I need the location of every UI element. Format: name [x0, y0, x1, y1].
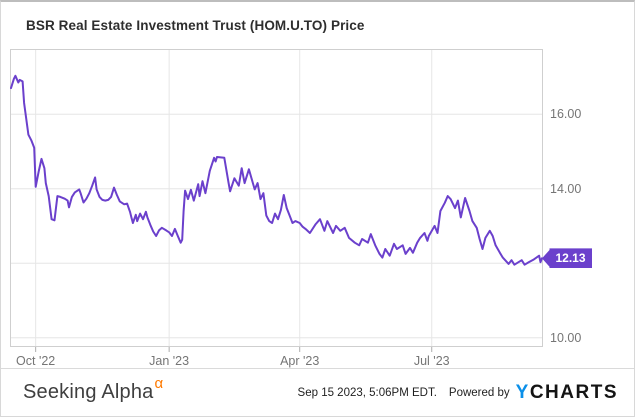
- alpha-symbol-icon: α: [154, 375, 164, 392]
- chart-title: BSR Real Estate Investment Trust (HOM.U.…: [26, 18, 365, 33]
- x-axis-label: Oct '22: [16, 354, 56, 368]
- ycharts-y-icon: Y: [515, 381, 530, 403]
- last-price-badge: 12.13: [542, 248, 592, 269]
- y-axis-label: 16.00: [550, 107, 582, 122]
- chart-footer: Seeking Alpha α Sep 15 2023, 5:06PM EDT.…: [1, 368, 634, 416]
- x-axis-label: Apr '23: [280, 354, 320, 368]
- ycharts-logo: Y CHARTS: [516, 382, 618, 404]
- footer-attribution: Sep 15 2023, 5:06PM EDT. Powered by Y CH…: [298, 382, 618, 404]
- last-price-value: 12.13: [555, 251, 586, 266]
- timestamp: Sep 15 2023, 5:06PM EDT.: [297, 386, 437, 399]
- seeking-alpha-logo: Seeking Alpha α: [23, 375, 164, 404]
- x-axis-label: Jan '23: [149, 354, 190, 368]
- plot-border: [10, 49, 543, 347]
- y-axis-label: 14.00: [550, 181, 582, 196]
- seeking-alpha-wordmark: Seeking Alpha: [23, 381, 154, 403]
- y-axis-label: 10.00: [550, 330, 582, 345]
- ycharts-wordmark-text: CHARTS: [529, 381, 618, 403]
- price-line-chart: [10, 49, 543, 352]
- powered-by-label: Powered by: [448, 386, 510, 399]
- x-axis-label: Jul '23: [413, 354, 450, 368]
- price-line: [10, 74, 543, 266]
